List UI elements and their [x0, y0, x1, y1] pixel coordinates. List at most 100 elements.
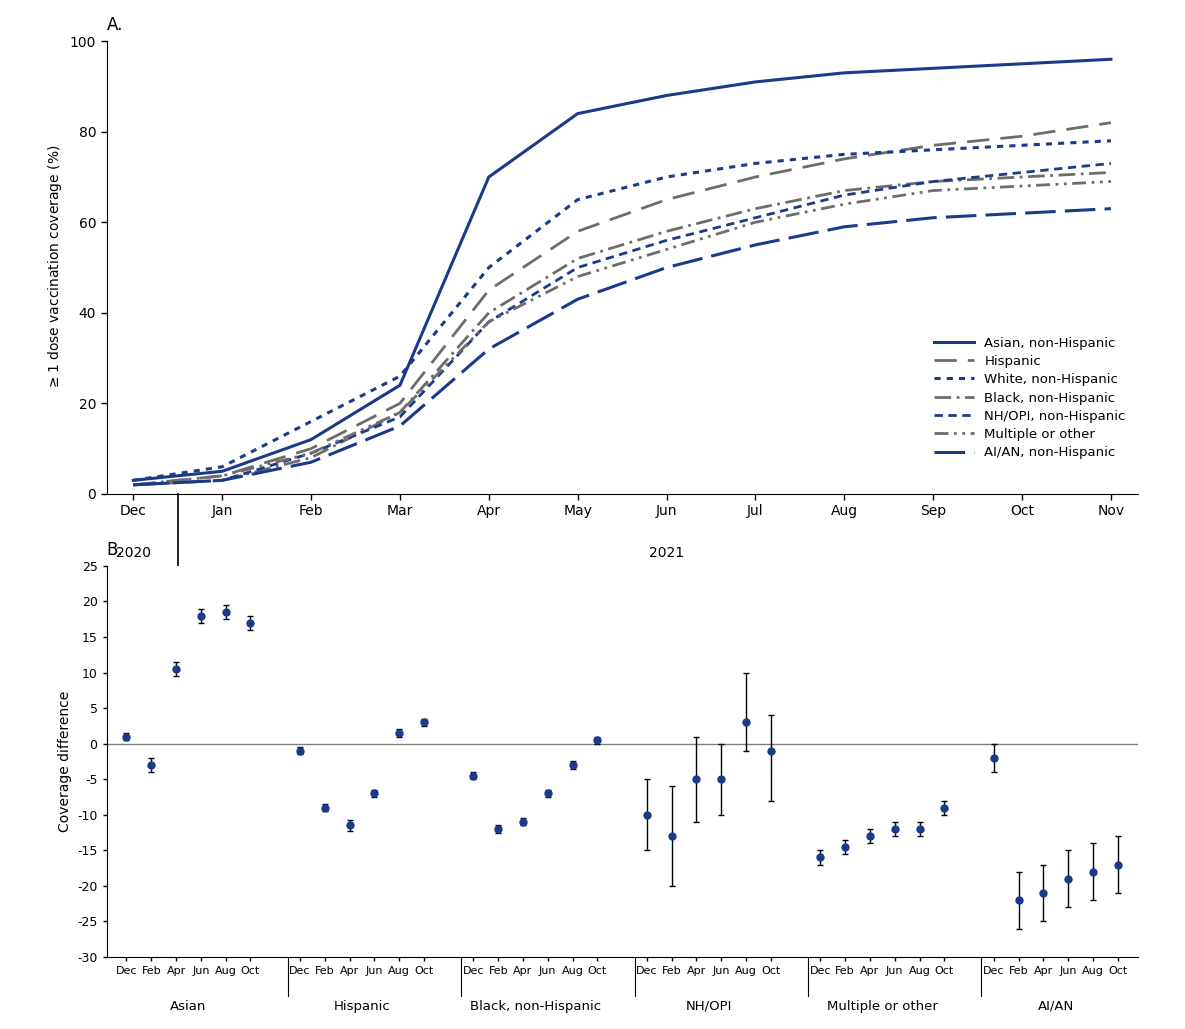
- Line: NH/OPI, non-Hispanic: NH/OPI, non-Hispanic: [133, 164, 1110, 485]
- Text: 2020: 2020: [116, 546, 150, 561]
- NH/OPI, non-Hispanic: [570, 261, 584, 274]
- AI/AN, non-Hispanic: [392, 420, 406, 432]
- Asian, non-Hispanic: [659, 90, 673, 102]
- White, non-Hispanic: [1103, 135, 1117, 147]
- Multiple or other: [214, 469, 229, 482]
- Black, non-Hispanic: [748, 203, 762, 215]
- AI/AN, non-Hispanic: [1103, 203, 1117, 215]
- NH/OPI, non-Hispanic: [1103, 157, 1117, 170]
- Line: Black, non-Hispanic: Black, non-Hispanic: [133, 173, 1110, 485]
- Hispanic: [214, 469, 229, 482]
- Text: Hispanic: Hispanic: [333, 999, 390, 1013]
- Line: Hispanic: Hispanic: [133, 122, 1110, 485]
- Multiple or other: [837, 198, 851, 210]
- Hispanic: [392, 397, 406, 410]
- NH/OPI, non-Hispanic: [748, 212, 762, 224]
- Asian, non-Hispanic: [748, 76, 762, 88]
- White, non-Hispanic: [925, 144, 940, 156]
- Black, non-Hispanic: [1103, 167, 1117, 179]
- AI/AN, non-Hispanic: [659, 261, 673, 274]
- Black, non-Hispanic: [659, 225, 673, 238]
- White, non-Hispanic: [214, 461, 229, 473]
- White, non-Hispanic: [837, 148, 851, 161]
- Text: 2021: 2021: [649, 546, 684, 561]
- Asian, non-Hispanic: [1014, 58, 1029, 70]
- Text: NH/OPI: NH/OPI: [686, 999, 732, 1013]
- AI/AN, non-Hispanic: [570, 293, 584, 306]
- AI/AN, non-Hispanic: [214, 474, 229, 487]
- Line: Multiple or other: Multiple or other: [133, 181, 1110, 485]
- Hispanic: [481, 284, 495, 296]
- AI/AN, non-Hispanic: [748, 239, 762, 251]
- NH/OPI, non-Hispanic: [1014, 167, 1029, 179]
- White, non-Hispanic: [126, 474, 140, 487]
- Y-axis label: $\geq$1 dose vaccination coverage (%): $\geq$1 dose vaccination coverage (%): [46, 145, 64, 390]
- Hispanic: [570, 225, 584, 238]
- Multiple or other: [659, 243, 673, 255]
- Multiple or other: [1103, 175, 1117, 187]
- Black, non-Hispanic: [214, 474, 229, 487]
- Hispanic: [837, 152, 851, 165]
- Asian, non-Hispanic: [214, 465, 229, 477]
- Hispanic: [1103, 116, 1117, 129]
- Hispanic: [126, 478, 140, 491]
- AI/AN, non-Hispanic: [837, 220, 851, 233]
- Multiple or other: [1014, 180, 1029, 192]
- Black, non-Hispanic: [392, 406, 406, 419]
- Asian, non-Hispanic: [481, 171, 495, 183]
- Multiple or other: [392, 406, 406, 419]
- White, non-Hispanic: [1014, 139, 1029, 151]
- Multiple or other: [748, 216, 762, 228]
- Asian, non-Hispanic: [925, 62, 940, 74]
- NH/OPI, non-Hispanic: [659, 235, 673, 247]
- NH/OPI, non-Hispanic: [481, 316, 495, 328]
- Line: AI/AN, non-Hispanic: AI/AN, non-Hispanic: [133, 209, 1110, 485]
- Asian, non-Hispanic: [570, 107, 584, 119]
- Black, non-Hispanic: [837, 184, 851, 197]
- AI/AN, non-Hispanic: [126, 478, 140, 491]
- Text: AI/AN: AI/AN: [1038, 999, 1074, 1013]
- NH/OPI, non-Hispanic: [303, 447, 318, 459]
- White, non-Hispanic: [392, 370, 406, 383]
- White, non-Hispanic: [303, 416, 318, 428]
- Legend: Asian, non-Hispanic, Hispanic, White, non-Hispanic, Black, non-Hispanic, NH/OPI,: Asian, non-Hispanic, Hispanic, White, no…: [929, 331, 1130, 465]
- Line: Asian, non-Hispanic: Asian, non-Hispanic: [133, 60, 1110, 481]
- White, non-Hispanic: [570, 193, 584, 206]
- Black, non-Hispanic: [303, 452, 318, 464]
- Hispanic: [1014, 130, 1029, 142]
- NH/OPI, non-Hispanic: [837, 189, 851, 202]
- Asian, non-Hispanic: [1103, 54, 1117, 66]
- Black, non-Hispanic: [570, 252, 584, 264]
- White, non-Hispanic: [481, 261, 495, 274]
- NH/OPI, non-Hispanic: [925, 175, 940, 187]
- AI/AN, non-Hispanic: [303, 456, 318, 468]
- Multiple or other: [925, 184, 940, 197]
- Asian, non-Hispanic: [303, 433, 318, 446]
- Y-axis label: Coverage difference: Coverage difference: [58, 690, 71, 832]
- White, non-Hispanic: [659, 171, 673, 183]
- AI/AN, non-Hispanic: [925, 212, 940, 224]
- Text: Multiple or other: Multiple or other: [827, 999, 937, 1013]
- Black, non-Hispanic: [126, 478, 140, 491]
- Asian, non-Hispanic: [126, 474, 140, 487]
- Hispanic: [303, 442, 318, 455]
- Multiple or other: [481, 316, 495, 328]
- White, non-Hispanic: [748, 157, 762, 170]
- NH/OPI, non-Hispanic: [392, 411, 406, 423]
- AI/AN, non-Hispanic: [1014, 207, 1029, 219]
- NH/OPI, non-Hispanic: [126, 478, 140, 491]
- AI/AN, non-Hispanic: [481, 343, 495, 355]
- Multiple or other: [126, 478, 140, 491]
- Line: White, non-Hispanic: White, non-Hispanic: [133, 141, 1110, 481]
- Black, non-Hispanic: [925, 175, 940, 187]
- NH/OPI, non-Hispanic: [214, 474, 229, 487]
- Hispanic: [748, 171, 762, 183]
- Multiple or other: [570, 271, 584, 283]
- Hispanic: [925, 139, 940, 151]
- Text: A.: A.: [107, 16, 123, 34]
- Hispanic: [659, 193, 673, 206]
- Black, non-Hispanic: [481, 307, 495, 319]
- Black, non-Hispanic: [1014, 171, 1029, 183]
- Text: Asian: Asian: [171, 999, 206, 1013]
- Text: Black, non-Hispanic: Black, non-Hispanic: [469, 999, 601, 1013]
